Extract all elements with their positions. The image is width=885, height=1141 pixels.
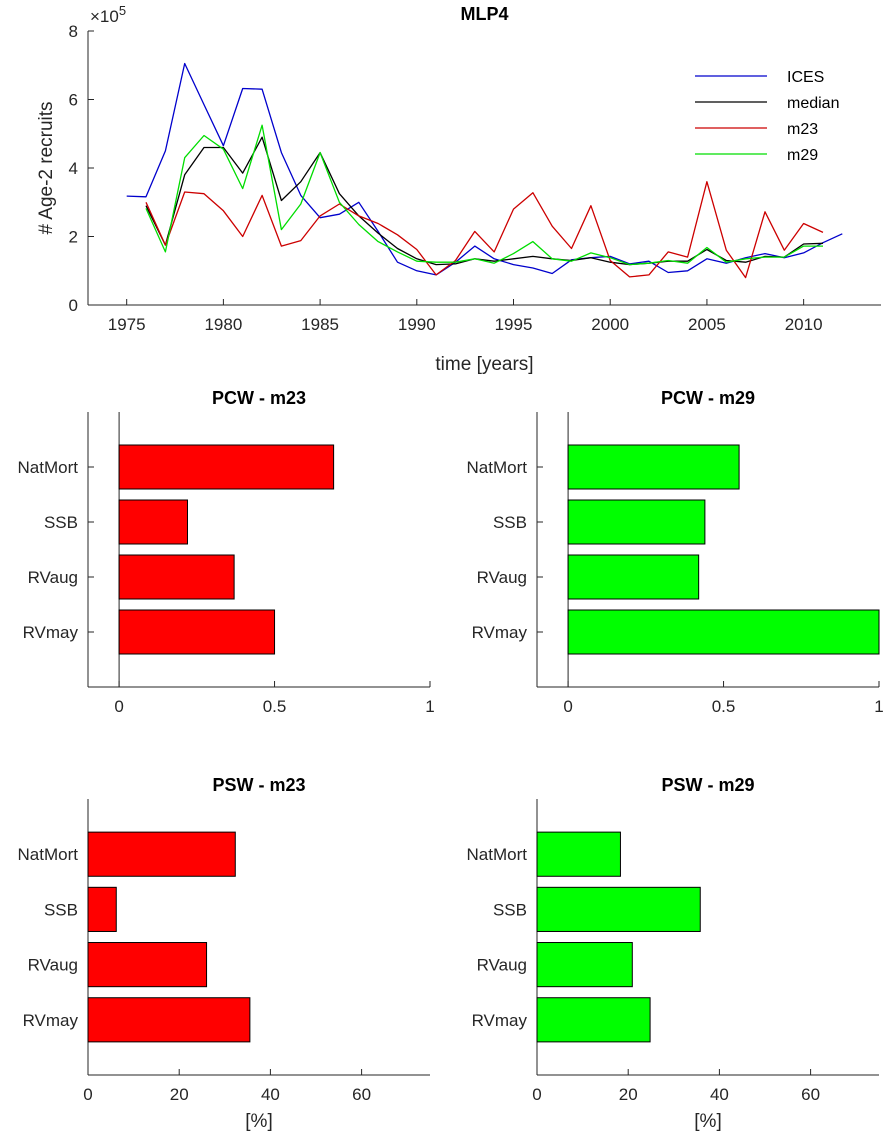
bar-RVaug [87, 942, 208, 988]
y-tick-label: RVmay [23, 623, 79, 642]
line-chart-mlp4: MLP4 1975 1980 1985 1990 1995 2000 2005 2010 0 2 4 6… [36, 3, 881, 375]
x-tick-label: 20 [170, 1085, 189, 1104]
bar-chart-psw-m23: PSW - m23 0 20 40 60 NatMort SSB RVaug RVmay [%] [18, 775, 430, 1132]
legend-label-m23: m23 [787, 121, 818, 138]
bar-RVmay [567, 609, 880, 655]
legend-label-ICES: ICES [787, 69, 824, 86]
bar-SSB [567, 499, 706, 545]
x-axis-title: [%] [694, 1111, 721, 1132]
bar-RVaug [567, 554, 700, 600]
series-line-ICES [126, 62, 843, 276]
y-tick-label: RVaug [28, 956, 78, 975]
bar-RVaug [118, 554, 235, 600]
y-tick-label: RVaug [28, 568, 78, 587]
x-tick-label: 0 [532, 1085, 541, 1104]
bar-RVmay [536, 997, 651, 1043]
x-tick-label: 20 [619, 1085, 638, 1104]
x-tick-label: 1975 [108, 315, 146, 334]
y-tick-label: RVmay [23, 1011, 79, 1030]
x-tick-label: 1990 [398, 315, 436, 334]
bar-chart-psw-m29: PSW - m29 0 20 40 60 NatMort SSB RVaug RVmay [%] [467, 775, 879, 1132]
y-tick-label: 2 [69, 228, 78, 247]
y-tick-label: 8 [69, 22, 78, 41]
legend-label-m29: m29 [787, 147, 818, 164]
y-tick-label: SSB [44, 900, 78, 919]
x-tick-label: 1 [874, 697, 883, 716]
y-tick-label: RVaug [477, 956, 527, 975]
bar-NatMort [87, 831, 236, 877]
y-axis-exponent: ×105 [90, 3, 126, 26]
bar-RVaug [536, 942, 633, 988]
series-line-median [145, 136, 824, 266]
y-tick-label: SSB [44, 513, 78, 532]
bar-RVmay [87, 997, 251, 1043]
x-tick-label: 2000 [591, 315, 629, 334]
bar-NatMort [567, 444, 740, 490]
x-tick-label: 0 [83, 1085, 92, 1104]
y-tick-label: NatMort [467, 845, 528, 864]
x-tick-label: 0.5 [712, 697, 736, 716]
x-tick-label: 0 [114, 697, 123, 716]
y-tick-label: RVaug [477, 568, 527, 587]
series-line-m23 [145, 181, 824, 279]
y-tick-label: RVmay [472, 623, 528, 642]
bar-chart-pcw-m29: PCW - m29 0 0.5 1 NatMort SSB RVaug RVmay [467, 388, 884, 716]
x-tick-label: 1985 [301, 315, 339, 334]
bar-SSB [118, 499, 188, 545]
x-tick-label: 60 [801, 1085, 820, 1104]
x-tick-label: 60 [352, 1085, 371, 1104]
x-tick-label: 1 [425, 697, 434, 716]
chart-title: MLP4 [460, 4, 508, 24]
series-line-m29 [145, 124, 823, 266]
x-tick-label: 1980 [204, 315, 242, 334]
y-tick-label: 4 [69, 159, 78, 178]
bar-SSB [87, 886, 117, 932]
x-tick-label: 2005 [688, 315, 726, 334]
y-tick-label: 6 [69, 91, 78, 110]
x-tick-label: 40 [261, 1085, 280, 1104]
x-axis-title: [%] [245, 1111, 272, 1132]
bar-RVmay [118, 609, 276, 655]
y-tick-label: SSB [493, 900, 527, 919]
y-tick-label: RVmay [472, 1011, 528, 1030]
x-tick-label: 40 [710, 1085, 729, 1104]
y-tick-label: NatMort [18, 845, 79, 864]
x-tick-label: 1995 [495, 315, 533, 334]
chart-title: PCW - m23 [212, 388, 306, 408]
bar-NatMort [118, 444, 335, 490]
bar-NatMort [536, 831, 621, 877]
y-tick-label: SSB [493, 513, 527, 532]
x-axis-title: time [years] [435, 354, 533, 375]
x-tick-label: 0 [563, 697, 572, 716]
x-tick-label: 2010 [785, 315, 823, 334]
y-tick-label: NatMort [467, 458, 528, 477]
chart-title: PSW - m23 [212, 775, 305, 795]
legend-label-median: median [787, 95, 839, 112]
chart-title: PCW - m29 [661, 388, 755, 408]
chart-title: PSW - m29 [661, 775, 754, 795]
y-tick-label: 0 [69, 296, 78, 315]
y-axis-title: # Age-2 recruits [36, 101, 57, 234]
bar-SSB [536, 886, 701, 932]
y-tick-label: NatMort [18, 458, 79, 477]
bar-chart-pcw-m23: PCW - m23 0 0.5 1 NatMort SSB RVaug RVmay [18, 388, 435, 716]
x-tick-label: 0.5 [263, 697, 287, 716]
